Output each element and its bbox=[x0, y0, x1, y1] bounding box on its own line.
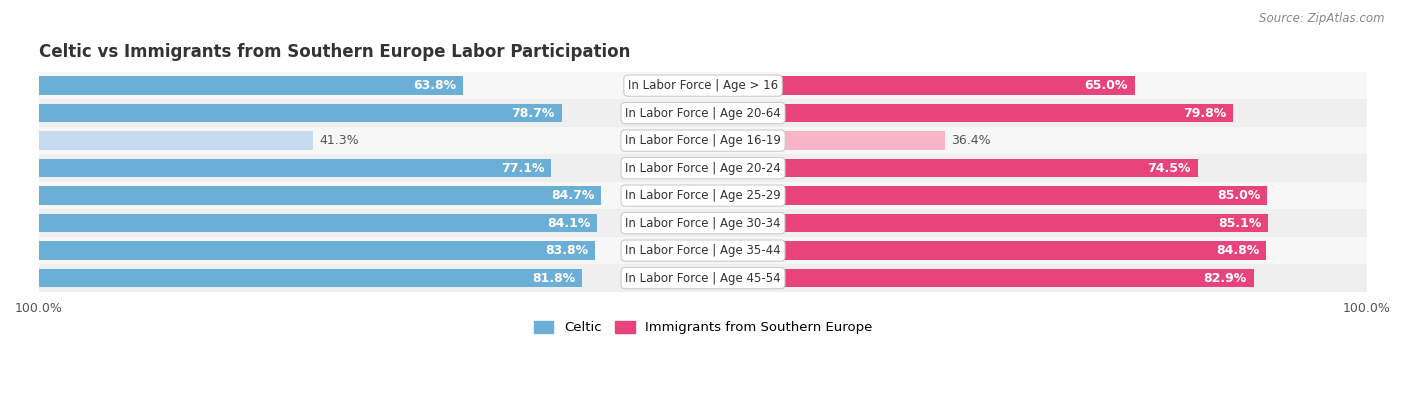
Text: 82.9%: 82.9% bbox=[1204, 272, 1247, 285]
Bar bbox=[39, 214, 598, 233]
Text: 36.4%: 36.4% bbox=[952, 134, 991, 147]
Bar bbox=[39, 269, 582, 288]
Text: In Labor Force | Age 20-24: In Labor Force | Age 20-24 bbox=[626, 162, 780, 175]
Text: In Labor Force | Age 20-64: In Labor Force | Age 20-64 bbox=[626, 107, 780, 120]
Text: In Labor Force | Age 45-54: In Labor Force | Age 45-54 bbox=[626, 272, 780, 285]
Text: 79.8%: 79.8% bbox=[1182, 107, 1226, 120]
Bar bbox=[39, 209, 1367, 237]
Text: In Labor Force | Age 16-19: In Labor Force | Age 16-19 bbox=[626, 134, 780, 147]
Bar bbox=[703, 241, 1267, 260]
Bar bbox=[703, 131, 945, 150]
Bar bbox=[703, 214, 1268, 233]
Legend: Celtic, Immigrants from Southern Europe: Celtic, Immigrants from Southern Europe bbox=[529, 316, 877, 340]
Bar bbox=[39, 154, 1367, 182]
Text: 84.8%: 84.8% bbox=[1216, 244, 1260, 257]
Bar bbox=[703, 159, 1198, 177]
Bar bbox=[39, 104, 561, 122]
Text: 81.8%: 81.8% bbox=[533, 272, 575, 285]
Text: 78.7%: 78.7% bbox=[512, 107, 555, 120]
Bar bbox=[39, 264, 1367, 292]
Text: 74.5%: 74.5% bbox=[1147, 162, 1191, 175]
Bar bbox=[39, 241, 595, 260]
Text: 65.0%: 65.0% bbox=[1084, 79, 1128, 92]
Bar bbox=[703, 76, 1135, 95]
Bar bbox=[703, 269, 1254, 288]
Bar bbox=[39, 127, 1367, 154]
Text: In Labor Force | Age > 16: In Labor Force | Age > 16 bbox=[628, 79, 778, 92]
Text: Celtic vs Immigrants from Southern Europe Labor Participation: Celtic vs Immigrants from Southern Europ… bbox=[39, 43, 630, 61]
Bar bbox=[39, 131, 314, 150]
Text: 84.7%: 84.7% bbox=[551, 189, 595, 202]
Bar bbox=[39, 100, 1367, 127]
Text: Source: ZipAtlas.com: Source: ZipAtlas.com bbox=[1260, 12, 1385, 25]
Text: 83.8%: 83.8% bbox=[546, 244, 589, 257]
Bar bbox=[39, 186, 602, 205]
Text: 85.1%: 85.1% bbox=[1218, 216, 1261, 229]
Bar bbox=[39, 159, 551, 177]
Bar bbox=[39, 72, 1367, 100]
Text: In Labor Force | Age 30-34: In Labor Force | Age 30-34 bbox=[626, 216, 780, 229]
Bar bbox=[703, 104, 1233, 122]
Bar bbox=[39, 237, 1367, 264]
Text: In Labor Force | Age 35-44: In Labor Force | Age 35-44 bbox=[626, 244, 780, 257]
Text: 41.3%: 41.3% bbox=[319, 134, 360, 147]
Bar bbox=[703, 186, 1267, 205]
Text: In Labor Force | Age 25-29: In Labor Force | Age 25-29 bbox=[626, 189, 780, 202]
Bar bbox=[39, 76, 463, 95]
Text: 84.1%: 84.1% bbox=[547, 216, 591, 229]
Text: 85.0%: 85.0% bbox=[1218, 189, 1261, 202]
Text: 77.1%: 77.1% bbox=[501, 162, 544, 175]
Text: 63.8%: 63.8% bbox=[413, 79, 456, 92]
Bar bbox=[39, 182, 1367, 209]
